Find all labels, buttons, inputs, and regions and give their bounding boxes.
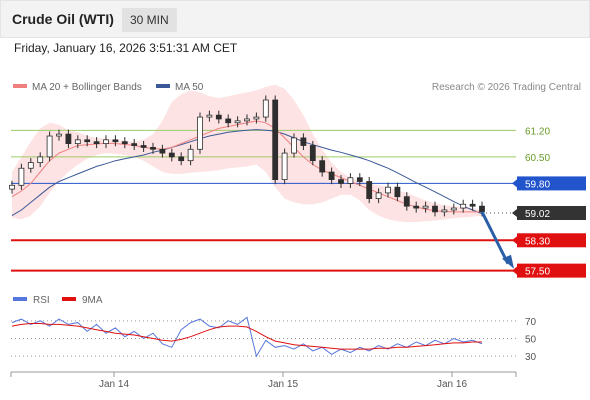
- candle-body: [460, 203, 467, 209]
- candle-body: [37, 156, 44, 163]
- candle-body: [328, 171, 335, 181]
- candle-body: [9, 184, 15, 190]
- candle-body: [291, 137, 297, 154]
- bollinger-band: [12, 84, 482, 223]
- candle-body: [469, 203, 476, 207]
- candle-body: [121, 141, 128, 145]
- candle-body: [178, 156, 185, 162]
- candle-body: [225, 118, 232, 124]
- ma50-line: [11, 129, 483, 217]
- candle-body: [84, 139, 91, 143]
- candle-body: [74, 139, 81, 145]
- chart-timestamp: Friday, January 16, 2026 3:51:31 AM CET: [14, 41, 238, 55]
- candle-body: [103, 139, 109, 145]
- candle-body: [197, 116, 203, 150]
- candle-body: [244, 118, 250, 122]
- candle-body: [93, 141, 100, 145]
- candle-body: [403, 196, 410, 207]
- rsi-plot: 70 50 30: [11, 316, 537, 363]
- candle-body: [150, 146, 156, 150]
- candle-body: [159, 148, 166, 154]
- candlestick-plot: 61.20 60.50 59.80 59.02 58.30 57.50: [9, 84, 586, 278]
- candle-body: [441, 209, 448, 213]
- level-pointer-57.50: [512, 266, 517, 275]
- candle-body: [394, 186, 401, 198]
- instrument-title: Crude Oil (WTI): [12, 11, 114, 27]
- legend-ma20-swatch: [13, 84, 27, 88]
- level-box-58.30: [517, 233, 586, 248]
- candle-body: [309, 145, 316, 162]
- level-box-57.50: [517, 263, 586, 278]
- candle-body: [450, 207, 457, 211]
- candle-body: [56, 133, 62, 137]
- candle-body: [281, 152, 288, 181]
- candle-body: [272, 99, 279, 181]
- level-label-61.20: 61.20: [525, 126, 550, 137]
- legend-ma50-label: MA 50: [175, 82, 204, 93]
- level-pointer-58.30: [512, 236, 517, 245]
- level-label-57.50: 57.50: [525, 267, 550, 278]
- level-box-59.02: [517, 205, 586, 220]
- candle-body: [413, 205, 420, 209]
- candle-body: [366, 181, 373, 199]
- legend-rsi-label: RSI: [33, 295, 50, 306]
- candle-body: [18, 167, 25, 186]
- x-tick-label: Jan 15: [268, 379, 298, 390]
- candle-body: [206, 114, 213, 118]
- candle-body: [422, 205, 429, 209]
- candle-body: [262, 99, 269, 118]
- level-box-59.80: [517, 176, 586, 191]
- candle-body: [112, 139, 119, 143]
- x-tick-label: Jan 14: [99, 379, 129, 390]
- interval-badge[interactable]: 30 MIN: [122, 8, 177, 32]
- candle-body: [319, 160, 326, 173]
- candle-body: [140, 145, 147, 148]
- rsi-tick-30: 30: [525, 352, 537, 363]
- candle-body: [375, 192, 382, 199]
- candle-body: [46, 135, 53, 158]
- projection-arrow-shaft: [480, 211, 510, 265]
- x-axis: Jan 14 Jan 15 Jan 16: [10, 372, 517, 390]
- candle-body: [385, 186, 391, 194]
- level-pointer-59.02: [512, 208, 517, 217]
- candle-body: [253, 116, 260, 120]
- chart-header: Crude Oil (WTI) 30 MIN: [0, 0, 590, 38]
- candle-body: [131, 143, 138, 146]
- rsi-tick-50: 50: [525, 335, 537, 346]
- candle-body: [347, 177, 354, 184]
- level-label-60.50: 60.50: [525, 153, 550, 164]
- candle-body: [187, 148, 194, 162]
- candle-body: [432, 205, 438, 213]
- x-tick-label: Jan 16: [437, 379, 467, 390]
- rsi-line: [11, 316, 483, 358]
- level-pointer-59.80: [512, 179, 517, 188]
- legend-rsi-swatch: [13, 297, 27, 301]
- level-label-58.30: 58.30: [525, 236, 550, 247]
- credit-text: Research © 2026 Trading Central: [432, 82, 581, 93]
- legend-ma50-swatch: [156, 84, 170, 88]
- rsi-ma-line: [11, 323, 482, 350]
- candle-body: [300, 137, 307, 146]
- legend-9ma-swatch: [62, 297, 76, 301]
- candle-body: [168, 152, 175, 158]
- candle-body: [356, 177, 363, 182]
- candle-body: [27, 162, 34, 169]
- legend-ma20-label: MA 20 + Bollinger Bands: [32, 82, 142, 93]
- level-label-59.80: 59.80: [525, 179, 550, 190]
- candle-body: [234, 120, 241, 124]
- candle-body: [65, 133, 72, 145]
- candle-body: [215, 114, 222, 120]
- candle-body: [479, 205, 485, 213]
- rsi-tick-70: 70: [525, 317, 537, 328]
- projection-arrow-head: [502, 254, 514, 269]
- candle-body: [338, 179, 344, 184]
- level-label-59.02: 59.02: [525, 209, 550, 220]
- legend-9ma-label: 9MA: [82, 295, 103, 306]
